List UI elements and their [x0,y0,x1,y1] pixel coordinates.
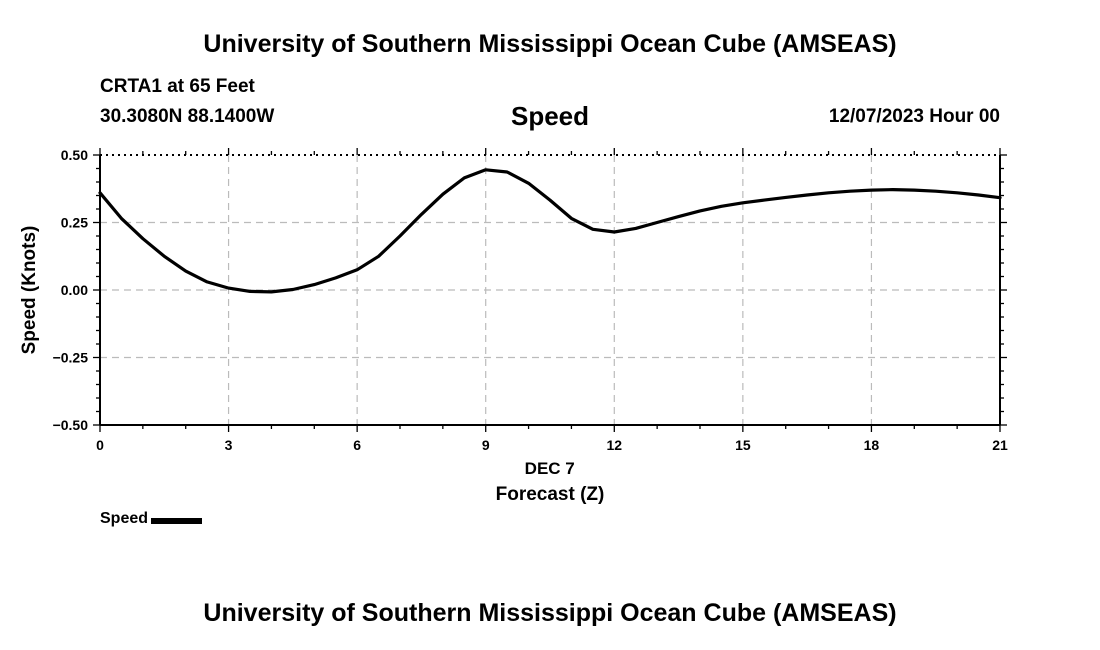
series-layer [98,168,1002,294]
x-tick-label: 18 [864,437,880,453]
x-tick-label: 21 [992,437,1008,453]
x-tick-label: 6 [353,437,361,453]
legend-swatch [151,517,203,524]
chart-title-bottom: University of Southern Mississippi Ocean… [203,599,897,627]
axis-labels: −0.50 −0.25 0.00 0.25 0.50 0 3 6 9 12 15 18 21 DEC 7 F… [19,147,1008,505]
station-coordinates: 30.3080N 88.1400W [100,106,275,127]
legend: Speed [100,510,203,528]
x-axis-date-label: DEC 7 [525,459,575,478]
series-line-speed [98,168,1002,294]
x-tick-label: 15 [735,437,751,453]
y-tick-label: 0.25 [61,215,88,231]
variable-title: Speed [510,101,590,131]
grid-lines [100,154,1000,425]
y-tick-label: −0.50 [53,417,89,433]
legend-label: Speed [100,510,149,527]
axes [93,148,1007,432]
y-tick-label: −0.25 [53,350,89,366]
x-tick-label: 3 [225,437,233,453]
y-tick-label: 0.50 [61,147,88,163]
x-axis-title: Forecast (Z) [496,484,605,505]
station-label: CRTA1 at 65 Feet [100,76,255,97]
chart-title-top: University of Southern Mississippi Ocean… [203,30,897,58]
x-tick-label: 12 [606,437,622,453]
x-tick-label: 9 [482,437,490,453]
x-tick-label: 0 [96,437,104,453]
y-axis-title: Speed (Knots) [19,226,40,355]
forecast-datetime: 12/07/2023 Hour 00 [828,106,1000,127]
y-tick-label: 0.00 [61,282,88,298]
